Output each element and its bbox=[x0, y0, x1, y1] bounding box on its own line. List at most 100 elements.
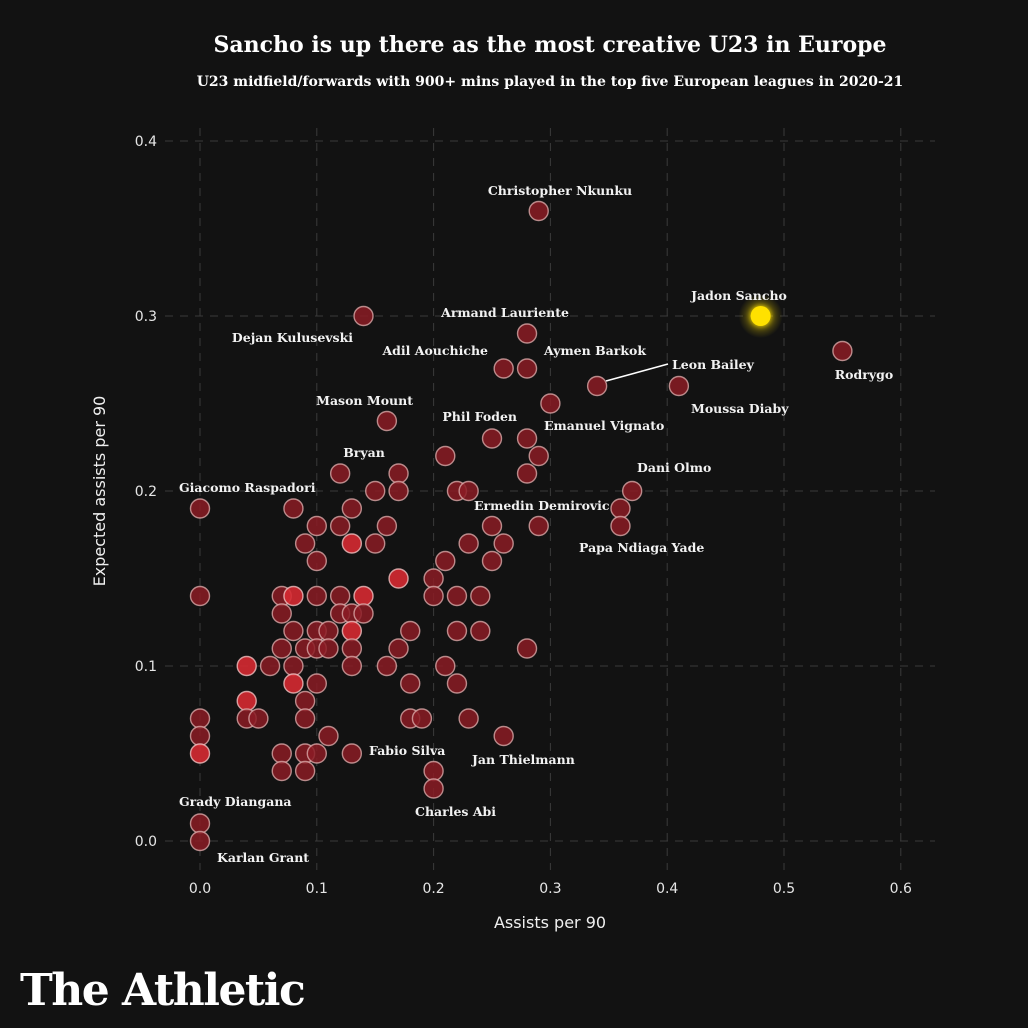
highlight-point-sancho[interactable] bbox=[750, 306, 771, 326]
data-point[interactable] bbox=[271, 760, 292, 782]
data-point[interactable] bbox=[271, 743, 292, 764]
data-point[interactable] bbox=[586, 375, 608, 397]
data-point[interactable] bbox=[423, 568, 444, 589]
data-point[interactable] bbox=[341, 533, 363, 554]
data-point[interactable] bbox=[621, 480, 643, 502]
data-point[interactable] bbox=[528, 200, 549, 222]
data-point[interactable] bbox=[540, 393, 561, 414]
data-point[interactable] bbox=[341, 638, 363, 659]
data-point[interactable] bbox=[283, 673, 304, 694]
data-point[interactable] bbox=[400, 673, 421, 694]
data-point[interactable] bbox=[388, 568, 409, 589]
data-point[interactable] bbox=[353, 305, 374, 327]
data-point[interactable] bbox=[248, 708, 269, 729]
data-point[interactable] bbox=[365, 533, 386, 554]
point-label: Giacomo Raspadori bbox=[179, 480, 316, 495]
data-point[interactable] bbox=[189, 743, 211, 764]
data-point[interactable] bbox=[423, 585, 444, 607]
data-point[interactable] bbox=[189, 813, 211, 834]
data-point[interactable] bbox=[493, 358, 514, 379]
data-point[interactable] bbox=[400, 620, 421, 642]
data-point[interactable] bbox=[493, 533, 514, 554]
data-point[interactable] bbox=[388, 638, 409, 659]
point-label: Adil Aouchiche bbox=[381, 343, 488, 358]
chart-subtitle: U23 midfield/forwards with 900+ mins pla… bbox=[197, 74, 904, 90]
data-point[interactable] bbox=[318, 725, 339, 747]
data-point[interactable] bbox=[341, 655, 363, 677]
data-point[interactable] bbox=[271, 603, 292, 624]
data-point[interactable] bbox=[435, 445, 456, 467]
data-point[interactable] bbox=[283, 498, 304, 519]
data-point[interactable] bbox=[423, 760, 444, 782]
data-point[interactable] bbox=[236, 655, 257, 677]
data-point[interactable] bbox=[189, 830, 211, 852]
data-point[interactable] bbox=[435, 550, 456, 572]
data-point[interactable] bbox=[493, 725, 514, 747]
data-point[interactable] bbox=[329, 515, 351, 537]
data-point[interactable] bbox=[528, 515, 549, 537]
data-point[interactable] bbox=[189, 725, 211, 747]
data-point[interactable] bbox=[458, 708, 479, 729]
data-point[interactable] bbox=[306, 550, 327, 572]
data-point[interactable] bbox=[832, 340, 853, 362]
data-point[interactable] bbox=[341, 620, 363, 642]
data-point[interactable] bbox=[283, 620, 304, 642]
data-point[interactable] bbox=[376, 655, 398, 677]
point-label: Charles Abi bbox=[415, 804, 496, 819]
data-point[interactable] bbox=[388, 463, 409, 484]
data-point[interactable] bbox=[610, 498, 631, 519]
data-point[interactable] bbox=[668, 375, 690, 397]
data-point[interactable] bbox=[365, 480, 386, 502]
data-point[interactable] bbox=[294, 690, 316, 712]
data-point[interactable] bbox=[376, 515, 398, 537]
data-point[interactable] bbox=[341, 743, 363, 764]
data-point[interactable] bbox=[353, 603, 374, 624]
data-point[interactable] bbox=[283, 585, 304, 607]
data-point[interactable] bbox=[411, 708, 433, 729]
data-point[interactable] bbox=[423, 778, 444, 799]
data-point[interactable] bbox=[318, 620, 339, 642]
data-point[interactable] bbox=[189, 498, 211, 519]
data-point[interactable] bbox=[341, 498, 363, 519]
data-point[interactable] bbox=[446, 585, 468, 607]
data-point[interactable] bbox=[306, 743, 327, 764]
data-point[interactable] bbox=[610, 515, 631, 537]
data-point[interactable] bbox=[306, 515, 327, 537]
data-point[interactable] bbox=[283, 655, 304, 677]
data-point[interactable] bbox=[318, 638, 339, 659]
point-label: Papa Ndiaga Yade bbox=[579, 540, 704, 555]
data-point[interactable] bbox=[236, 690, 257, 712]
data-point[interactable] bbox=[481, 428, 503, 449]
data-point[interactable] bbox=[329, 463, 351, 484]
data-point[interactable] bbox=[189, 585, 211, 607]
data-point[interactable] bbox=[528, 445, 549, 467]
data-point[interactable] bbox=[516, 428, 538, 449]
data-point[interactable] bbox=[271, 638, 292, 659]
data-point[interactable] bbox=[294, 533, 316, 554]
data-point[interactable] bbox=[376, 410, 398, 432]
data-point[interactable] bbox=[481, 515, 503, 537]
data-point[interactable] bbox=[458, 533, 479, 554]
data-point[interactable] bbox=[458, 480, 479, 502]
data-point[interactable] bbox=[189, 708, 211, 729]
data-point[interactable] bbox=[329, 585, 351, 607]
data-point[interactable] bbox=[481, 550, 503, 572]
data-point[interactable] bbox=[306, 673, 327, 694]
data-point[interactable] bbox=[388, 480, 409, 502]
data-point[interactable] bbox=[516, 463, 538, 484]
data-point[interactable] bbox=[516, 638, 538, 659]
data-point[interactable] bbox=[516, 358, 538, 379]
data-point[interactable] bbox=[446, 620, 468, 642]
y-tick-label: 0.3 bbox=[135, 309, 157, 325]
data-point[interactable] bbox=[353, 585, 374, 607]
point-labels: Christopher Nkunku Jadon Sancho Dejan Kulu… bbox=[179, 183, 893, 865]
data-point[interactable] bbox=[435, 655, 456, 677]
data-point[interactable] bbox=[259, 655, 281, 677]
data-point[interactable] bbox=[516, 323, 538, 344]
data-point[interactable] bbox=[470, 585, 491, 607]
data-point[interactable] bbox=[306, 585, 327, 607]
data-point[interactable] bbox=[446, 673, 468, 694]
data-point[interactable] bbox=[294, 760, 316, 782]
data-point[interactable] bbox=[470, 620, 491, 642]
data-point[interactable] bbox=[294, 708, 316, 729]
